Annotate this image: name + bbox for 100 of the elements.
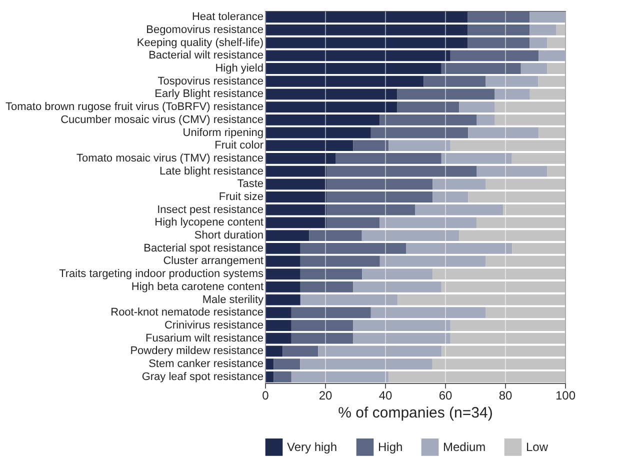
bar [530, 12, 565, 23]
y-tick-label: Taste [237, 178, 264, 190]
bar [476, 114, 494, 126]
y-tick-label: Powdery mildew resistance [130, 345, 264, 358]
bar [353, 140, 389, 152]
bar [274, 371, 292, 382]
bar [380, 114, 477, 126]
y-tick-label: Fruit color [214, 140, 264, 152]
bar [265, 114, 380, 126]
y-tick-label: Root-knot nematode resistance [110, 306, 264, 319]
bar [441, 63, 521, 74]
bar [291, 307, 371, 318]
bar [300, 268, 362, 280]
bar [291, 320, 354, 331]
bar [450, 320, 565, 331]
bar [432, 192, 468, 202]
bar [538, 127, 565, 138]
bar [265, 281, 300, 292]
y-tick-label: Short duration [194, 230, 264, 242]
bar [459, 102, 494, 113]
bar [494, 114, 565, 126]
bar [468, 24, 530, 36]
bar [432, 358, 565, 370]
bar [468, 192, 565, 202]
y-tick-label: Bacterial spot resistance [144, 242, 264, 254]
y-tick-label: Insect pest resistance [157, 204, 264, 216]
bar [397, 102, 460, 113]
bar [265, 127, 371, 138]
bar [326, 192, 433, 202]
y-tick-label: Fruit size [218, 191, 264, 203]
y-tick-label: Keeping quality (shelf-life) [136, 36, 264, 49]
y-tick-label: Bacterial wilt resistance [148, 50, 264, 62]
y-tick-label: High yield [215, 62, 264, 75]
bar [291, 371, 389, 382]
x-tick-label: 20 [318, 388, 332, 402]
bar [300, 256, 380, 267]
legend-label: Low [526, 440, 548, 454]
bar [520, 63, 548, 74]
bar [547, 37, 565, 48]
bar [468, 127, 539, 138]
bar [265, 102, 398, 113]
bar [388, 140, 450, 152]
bar [362, 230, 460, 242]
y-tick-label: Heat tolerance [192, 11, 264, 24]
bar [432, 268, 565, 280]
y-tick-label: Late blight resistance [160, 165, 264, 178]
y-tick-label: Cluster arrangement [163, 255, 264, 268]
bar [512, 152, 565, 164]
bar [265, 192, 327, 202]
bar [265, 63, 442, 74]
y-tick-label: Early Blight resistance [154, 88, 264, 100]
x-tick-label: 0 [262, 388, 270, 402]
bar [441, 281, 565, 292]
bar [353, 281, 442, 292]
bar [556, 24, 565, 36]
bar [388, 371, 565, 382]
bar [336, 152, 442, 164]
y-tick-label: Begomovirus resistance [146, 24, 264, 36]
bar [353, 320, 450, 331]
bar [300, 242, 406, 254]
bar [265, 256, 300, 267]
y-tick-label: Tomato brown rugose fruit virus (ToBRFV) resistance [6, 101, 264, 114]
bar [265, 358, 274, 370]
x-tick-label: 60 [438, 388, 452, 402]
bar [265, 268, 300, 280]
x-axis-title: % of companies (n=34) [338, 404, 493, 422]
bar [406, 242, 512, 254]
bar [547, 63, 565, 74]
x-tick-label: 100 [555, 388, 576, 402]
bar [309, 230, 362, 242]
y-tick-label: Fusarium wilt resistance [146, 332, 264, 344]
y-tick-label: High lycopene content [154, 216, 264, 229]
y-tick-label: Traits targeting indoor production systems [59, 268, 264, 280]
bar [265, 24, 468, 36]
bar [494, 102, 565, 113]
bar [265, 152, 336, 164]
bar [362, 268, 433, 280]
bar [265, 140, 354, 152]
bar [370, 127, 468, 138]
x-tick-label: 40 [378, 388, 392, 402]
y-tick-label: High beta carotene content [131, 280, 264, 293]
bar [274, 358, 300, 370]
bar [300, 281, 354, 292]
bar [380, 256, 486, 267]
bar [441, 152, 512, 164]
bar [530, 24, 556, 36]
legend-label: Medium [443, 440, 486, 454]
bar [468, 12, 530, 23]
bar [265, 320, 292, 331]
y-tick-label: Crinivirus resistance [164, 319, 264, 332]
bar [450, 140, 565, 152]
y-tick-label: Cucumber mosaic virus (CMV) resistance [60, 114, 264, 126]
bar [459, 230, 565, 242]
y-tick-label: Uniform ripening [182, 126, 264, 139]
bar [265, 230, 310, 242]
bar [265, 242, 300, 254]
y-tick-label: Tomato mosaic virus (TMV) resistance [76, 152, 264, 164]
bar [265, 371, 274, 382]
legend-label: Very high [287, 440, 338, 454]
bar [300, 358, 432, 370]
